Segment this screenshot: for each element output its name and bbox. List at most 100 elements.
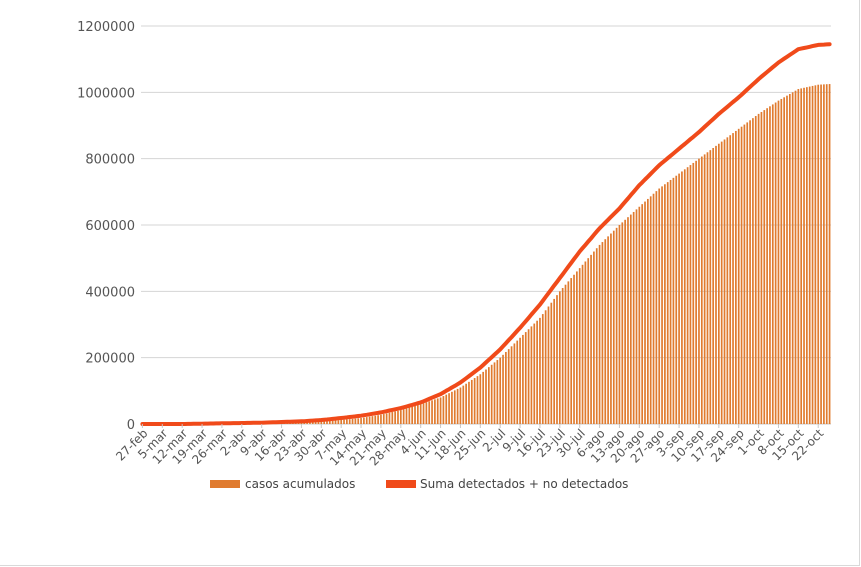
bar [752, 118, 754, 425]
legend-label-bars: casos acumulados [245, 477, 355, 491]
bar [664, 184, 666, 424]
bar [434, 399, 436, 424]
bar [399, 410, 402, 424]
bar [439, 397, 442, 424]
bar [576, 271, 578, 424]
bar [431, 400, 433, 424]
bar [533, 323, 536, 424]
bar [507, 349, 510, 424]
bar [817, 84, 820, 424]
bar [328, 420, 331, 424]
bar [564, 284, 567, 424]
bar [343, 419, 345, 424]
bar [493, 362, 496, 424]
bar [593, 251, 595, 424]
bar [530, 326, 533, 424]
bar [425, 402, 428, 424]
bar [712, 148, 715, 424]
bar [797, 89, 800, 425]
bar [683, 169, 686, 424]
bar [803, 87, 805, 424]
bar [456, 388, 459, 424]
bar [780, 98, 783, 424]
bar [629, 214, 632, 424]
bar [641, 204, 644, 424]
bar [595, 248, 598, 424]
bar [544, 310, 547, 424]
bar [800, 88, 803, 425]
bar [686, 167, 689, 424]
bar [678, 173, 680, 424]
bar [547, 306, 550, 424]
bar [320, 421, 323, 424]
bar [382, 414, 385, 424]
bar [419, 404, 422, 424]
bar [365, 417, 368, 424]
bar [610, 233, 612, 424]
bar [715, 145, 717, 424]
bar [445, 394, 448, 424]
bar [348, 419, 351, 424]
bar [422, 403, 425, 424]
bar [380, 414, 382, 424]
y-tick-label: 400000 [85, 285, 135, 300]
bar [806, 87, 808, 424]
y-tick-label: 200000 [85, 352, 135, 367]
y-tick-label: 1000000 [77, 86, 135, 101]
line-series-suma [140, 42, 832, 426]
bar [647, 198, 649, 424]
bar [587, 258, 590, 424]
bar [405, 408, 408, 424]
bar [717, 143, 720, 424]
bar [578, 268, 581, 424]
bar [774, 102, 777, 425]
x-axis: 27-feb5-mar12-mar19-mar26-mar2-abr9-abr1… [113, 424, 827, 468]
y-tick-label: 1200000 [77, 20, 135, 35]
bar [465, 383, 467, 424]
bar [621, 222, 624, 424]
bar [828, 84, 831, 425]
bar [786, 95, 788, 425]
bar [754, 116, 757, 425]
bar [306, 422, 308, 424]
bar [666, 182, 669, 424]
bar [323, 421, 325, 424]
bar [346, 419, 348, 424]
bar [604, 239, 607, 424]
bar [317, 421, 320, 424]
bar [746, 122, 749, 425]
bar [340, 420, 343, 424]
bar [442, 396, 445, 424]
bar [581, 264, 584, 424]
bar [749, 120, 751, 425]
bar [791, 92, 794, 424]
bar [388, 412, 391, 424]
bar [658, 188, 661, 424]
legend-swatch-bars [210, 480, 240, 488]
bar [661, 186, 663, 424]
bar [414, 405, 416, 424]
bar [672, 177, 675, 424]
bar [394, 411, 396, 424]
bar [510, 346, 513, 424]
bar [573, 274, 575, 424]
bar [385, 413, 388, 424]
bar [499, 357, 502, 424]
legend: casos acumulados Suma detectados + no de… [210, 477, 628, 491]
bar [607, 236, 609, 424]
bar [411, 406, 414, 424]
bar [729, 135, 732, 425]
bar [669, 179, 672, 424]
bar [462, 385, 465, 424]
bar [479, 374, 482, 424]
bar [524, 332, 527, 424]
bar [550, 302, 553, 424]
bar [408, 407, 411, 424]
bar [391, 412, 394, 424]
bar [649, 196, 652, 424]
legend-swatch-line [386, 480, 416, 488]
bar [627, 217, 629, 424]
bar [644, 201, 646, 424]
bar [769, 106, 771, 424]
bar-series-casos-acumulados [184, 84, 831, 425]
